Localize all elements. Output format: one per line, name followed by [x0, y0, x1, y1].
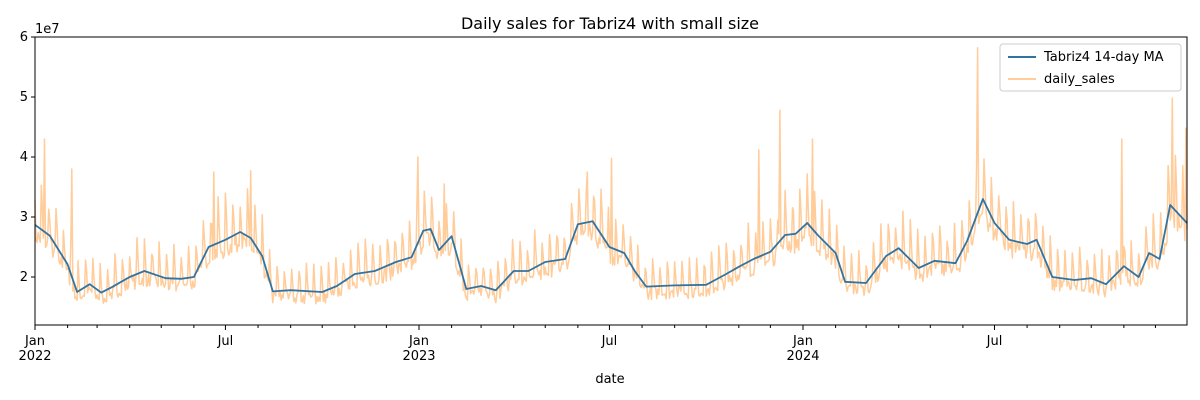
chart-title: Daily sales for Tabriz4 with small size	[461, 14, 759, 33]
x-tick-label: Jul	[217, 334, 234, 349]
x-tick-year-label: 2023	[402, 349, 435, 364]
plot-frame	[34, 36, 1188, 326]
x-axis-label: date	[595, 372, 624, 387]
series-line-daily-sales	[34, 47, 1188, 305]
legend-box	[999, 43, 1182, 92]
y-tick-label: 5	[20, 90, 28, 105]
series-line-ma	[34, 198, 1188, 294]
legend: Tabriz4 14-day MA daily_sales	[999, 43, 1182, 92]
y-tick-label: 3	[20, 210, 28, 225]
legend-label: Tabriz4 14-day MA	[1043, 50, 1164, 65]
y-tick-label: 2	[20, 270, 28, 285]
x-tick-label: Jul	[601, 334, 618, 349]
x-tick-year-label: 2024	[786, 349, 819, 364]
y-tick-label: 6	[20, 30, 28, 45]
x-tick-label: Jan	[792, 334, 813, 349]
legend-label: daily_sales	[1044, 72, 1115, 87]
x-tick-label: Jan	[408, 334, 429, 349]
x-tick-year-label: 2022	[18, 349, 51, 364]
x-tick-label: Jan	[24, 334, 45, 349]
y-tick-label: 4	[20, 150, 28, 165]
y-scale-label: 1e7	[35, 22, 60, 37]
x-tick-label: Jul	[986, 334, 1003, 349]
